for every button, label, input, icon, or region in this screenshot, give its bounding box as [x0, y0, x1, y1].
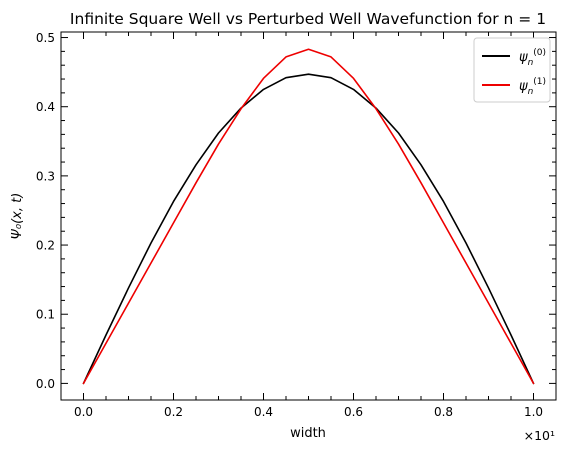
x-offset-label: ×10¹: [524, 428, 555, 443]
tick-labels: 0.0 0.2 0.4 0.6 0.8 1.0 0.0 0.1 0.2 0.3 0.4 0.5: [36, 31, 543, 419]
y-tick-label: 0.2: [36, 239, 55, 253]
y-tick-label: 0.3: [36, 169, 55, 183]
x-tick-label: 0.4: [254, 405, 273, 419]
y-tick-label: 0.5: [36, 31, 55, 45]
x-tick-label: 0.0: [74, 405, 93, 419]
x-tick-label: 0.6: [344, 405, 363, 419]
tick-marks: [60, 32, 557, 400]
legend-label-series-1: ψn(1): [519, 77, 546, 97]
series-line-0: [82, 73, 535, 385]
x-tick-label: 1.0: [524, 405, 543, 419]
series-layer: [82, 48, 535, 385]
chart-title: Infinite Square Well vs Perturbed Well W…: [70, 10, 546, 28]
x-tick-label: 0.2: [164, 405, 183, 419]
x-axis-label: width: [290, 426, 326, 441]
plot-frame: [60, 31, 557, 401]
y-axis-label: Ψ₀(x, t): [10, 193, 25, 240]
y-tick-label: 0.0: [36, 377, 55, 391]
y-tick-label: 0.1: [36, 308, 55, 322]
x-tick-label: 0.8: [434, 405, 453, 419]
legend: ψn(0) ψn(1): [473, 37, 551, 103]
y-tick-label: 0.4: [36, 100, 55, 114]
series-line-1: [82, 48, 535, 385]
legend-label-series-0: ψn(0): [519, 48, 546, 68]
